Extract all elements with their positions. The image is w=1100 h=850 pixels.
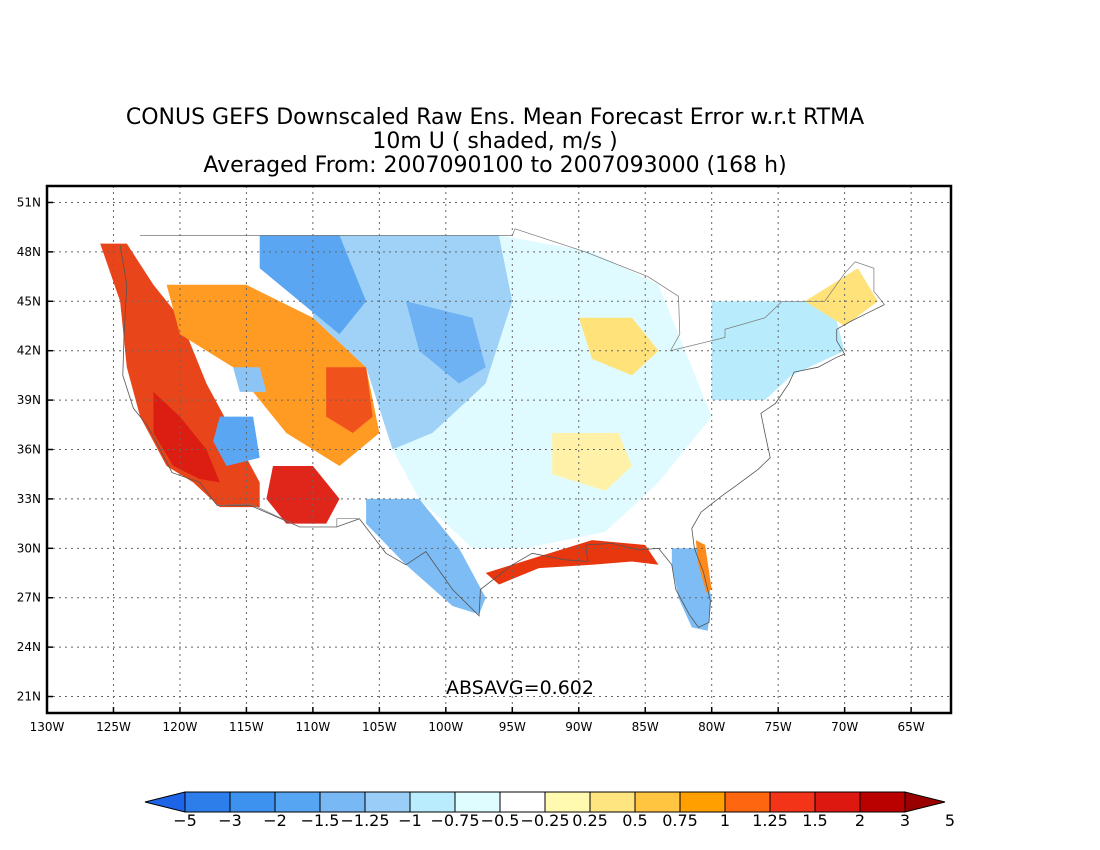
region-great-lakes-yellow	[578, 317, 659, 376]
region-nevada-blue	[213, 416, 260, 466]
lat-tick-label: 21N	[17, 690, 41, 704]
lon-tick-label: 80W	[698, 720, 725, 734]
latitude-tick-labels: 21N 24N 27N 30N 33N 36N 39N 42N 45N 48N 51N	[17, 195, 53, 704]
map-title-line-1: CONUS GEFS Downscaled Raw Ens. Mean Fore…	[126, 105, 864, 130]
lon-tick-label: 115W	[229, 720, 264, 734]
coastline	[119, 245, 885, 628]
colorbar-swatch	[499, 791, 546, 813]
lon-tick-label: 95W	[499, 720, 526, 734]
colorbar-swatch	[814, 791, 861, 813]
colorbar-label: 2	[855, 811, 865, 830]
colorbar-swatch	[859, 791, 906, 813]
lon-tick-label: 90W	[565, 720, 592, 734]
lat-tick-label: 30N	[17, 541, 41, 555]
region-northeast-blue	[711, 301, 845, 401]
colorbar-label: 1	[720, 811, 730, 830]
colorbar-label: −3	[218, 811, 242, 830]
lat-tick-label: 36N	[17, 443, 41, 457]
colorbar-label: 1.25	[752, 811, 788, 830]
colorbar-swatch	[724, 791, 771, 813]
colorbar-label: −0.25	[520, 811, 569, 830]
colorbar-swatch	[364, 791, 411, 813]
map-panel: 21N 24N 27N 30N 33N 36N 39N 42N 45N 48N 51N 130W 12…	[17, 184, 953, 734]
lon-tick-label: 65W	[898, 720, 925, 734]
colorbar-swatch	[319, 791, 366, 813]
colorbar-label: 0.25	[572, 811, 608, 830]
region-colorado-red	[326, 367, 373, 433]
region-midsouth-yellow	[552, 433, 632, 491]
colorbar-label: −1.5	[301, 811, 340, 830]
colorbar-swatch	[679, 791, 726, 813]
colorbar-label: 0.5	[622, 811, 647, 830]
colorbar-high-arrow	[904, 791, 946, 813]
region-northern-plains	[312, 235, 513, 450]
map-title-line-2: 10m U ( shaded, m/s )	[372, 129, 617, 154]
coastlines-borders	[119, 228, 885, 628]
colorbar-label: 5	[945, 811, 955, 830]
lon-tick-label: 100W	[428, 720, 463, 734]
lon-tick-label: 120W	[163, 720, 198, 734]
lat-tick-label: 27N	[17, 591, 41, 605]
lon-tick-label: 75W	[765, 720, 792, 734]
lon-tick-label: 70W	[831, 720, 858, 734]
colorbar-swatch	[589, 791, 636, 813]
colorbar-swatch	[229, 791, 276, 813]
country-border	[218, 503, 360, 528]
region-maine-yellow	[804, 268, 878, 326]
region-arizona-hot	[266, 466, 340, 524]
colorbar-label: 0.75	[662, 811, 698, 830]
colorbar-label: −1.25	[340, 811, 389, 830]
graticule-grid	[47, 186, 951, 713]
colorbar-label: −2	[263, 811, 287, 830]
lat-tick-label: 42N	[17, 344, 41, 358]
lat-tick-label: 48N	[17, 245, 41, 259]
colorbar-swatch	[634, 791, 681, 813]
lon-tick-label: 125W	[96, 720, 131, 734]
region-montana-blue	[259, 235, 367, 335]
shaded-regions	[100, 235, 878, 631]
map-title-line-3: Averaged From: 2007090100 to 2007093000 …	[203, 153, 786, 178]
country-border	[140, 228, 885, 352]
absavg-annotation: ABSAVG=0.602	[446, 677, 594, 699]
lon-tick-label: 110W	[295, 720, 330, 734]
colorbar-swatch	[409, 791, 456, 813]
lat-tick-label: 39N	[17, 393, 41, 407]
lat-tick-label: 24N	[17, 640, 41, 654]
colorbar-label: 1.5	[802, 811, 827, 830]
colorbar-label: −0.75	[430, 811, 479, 830]
lat-tick-label: 51N	[17, 195, 41, 209]
colorbar-swatch	[274, 791, 321, 813]
lon-tick-label: 85W	[632, 720, 659, 734]
colorbar-low-arrow	[144, 791, 186, 813]
region-california-core	[153, 391, 220, 483]
longitude-tick-labels: 130W 125W 120W 115W 110W 105W 100W 95W 90W 85W 80W…	[30, 707, 925, 734]
colorbar-legend: −5 −3 −2 −1.5 −1.25 −1 −0.75 −0.5 −0.25 0.25 0.5 0.…	[144, 791, 955, 830]
colorbar-label: −1	[398, 811, 422, 830]
region-texas-blue	[366, 498, 486, 615]
colorbar-label: −0.5	[481, 811, 520, 830]
region-gulf-coast-red	[485, 540, 659, 585]
colorbar-label: 3	[900, 811, 910, 830]
lat-tick-label: 45N	[17, 294, 41, 308]
lon-tick-label: 105W	[362, 720, 397, 734]
colorbar-swatch	[544, 791, 591, 813]
lat-tick-label: 33N	[17, 492, 41, 506]
lon-tick-label: 130W	[30, 720, 65, 734]
colorbar-swatch	[769, 791, 816, 813]
colorbar-label: −5	[173, 811, 197, 830]
region-central-plains	[392, 235, 712, 549]
region-utah-blue	[233, 367, 267, 392]
colorbar-swatch	[454, 791, 501, 813]
region-interior-west	[166, 284, 380, 466]
region-florida-east-orange	[695, 540, 712, 593]
colorbar-swatch	[184, 791, 231, 813]
